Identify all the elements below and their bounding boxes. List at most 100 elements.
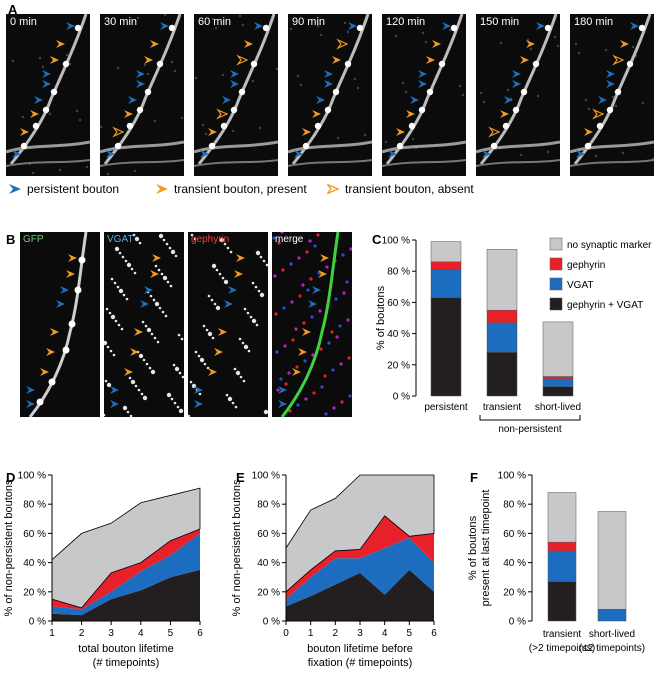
persistent-arrow <box>630 22 639 30</box>
y-tick-label: 100 % <box>498 471 526 482</box>
y-axis-label: present at last timepoint <box>480 490 492 607</box>
transient-present-arrow <box>144 56 153 64</box>
y-tick-label: 60 % <box>257 529 280 540</box>
transient-present-arrow <box>218 328 227 336</box>
transient-present-arrow <box>150 40 159 48</box>
dendrite-image <box>570 14 654 167</box>
transient-present-arrow <box>500 110 509 118</box>
persistent-arrow <box>598 96 607 104</box>
x-tick-label: 1 <box>49 628 55 639</box>
bar-segment <box>430 241 462 263</box>
bar-segment <box>547 550 577 582</box>
bar-segment <box>547 492 577 543</box>
transient-present-arrow <box>208 128 217 136</box>
persistent-arrow <box>230 70 239 78</box>
y-tick-label: 40 % <box>503 558 526 569</box>
persistent-arrow <box>60 286 69 294</box>
persistent-arrow <box>606 70 615 78</box>
y-tick-label: 20 % <box>257 587 280 598</box>
y-tick-label: 20 % <box>503 587 526 598</box>
panel-e-area-chart: 0 % 20 % 40 % 60 % 80 % 100 % 0 1 2 3 4 5 6 bouton li… <box>231 471 437 670</box>
transient-present-arrow <box>30 110 39 118</box>
y-tick-label: 60 % <box>387 298 410 309</box>
persistent-arrow <box>512 70 521 78</box>
legend-label: gephyrin <box>567 260 605 271</box>
transient-present-arrow <box>124 110 133 118</box>
transient-absent-arrow-icon <box>326 183 340 195</box>
y-tick-label: 100 % <box>382 236 410 247</box>
x-tick-label: 6 <box>431 628 437 639</box>
y-tick-label: 20 % <box>387 360 410 371</box>
transient-absent-arrow <box>216 108 229 120</box>
legend-swatch <box>549 297 563 311</box>
timelapse-frame: 60 min <box>194 14 278 176</box>
y-tick-label: 100 % <box>252 471 280 482</box>
persistent-arrow <box>388 150 397 158</box>
timepoint-label: 90 min <box>292 16 326 28</box>
transient-present-arrow <box>292 368 301 376</box>
bar-segment <box>597 511 627 610</box>
transient-present-arrow <box>526 40 535 48</box>
transient-present-arrow <box>50 328 59 336</box>
transient-absent-arrow <box>336 38 349 50</box>
transient-present-arrow <box>236 254 245 262</box>
panel-b-letter: B <box>6 232 16 247</box>
dendrite-image <box>194 14 278 167</box>
timelapse-frame: 0 min <box>6 14 90 176</box>
y-tick-label: 80 % <box>503 500 526 511</box>
transient-present-arrow <box>214 348 223 356</box>
persistent-arrow <box>482 150 491 158</box>
y-tick-label: 40 % <box>257 558 280 569</box>
y-axis-label: % of boutons <box>467 515 479 580</box>
persistent-arrow <box>512 80 521 88</box>
persistent-arrow <box>12 150 21 158</box>
persistent-arrow <box>278 400 287 408</box>
transient-absent-arrow <box>592 108 605 120</box>
legend-persistent-label: persistent bouton <box>27 182 120 196</box>
transient-absent-arrow <box>112 126 125 138</box>
persistent-arrow <box>222 96 231 104</box>
category-label: transient <box>483 402 522 413</box>
stain-image <box>188 233 268 417</box>
dendrite-image <box>100 14 184 176</box>
bar-segment <box>547 581 577 622</box>
transient-present-arrow <box>396 128 405 136</box>
persistent-arrow <box>410 96 419 104</box>
transient-present-arrow <box>152 254 161 262</box>
persistent-arrow <box>136 70 145 78</box>
y-axis-label: % of boutons <box>375 285 387 350</box>
y-tick-label: 60 % <box>23 529 46 540</box>
legend-swatch <box>549 257 563 271</box>
persistent-arrow <box>140 300 149 308</box>
transient-present-arrow <box>124 368 133 376</box>
bar-segment <box>542 376 574 380</box>
y-tick-label: 40 % <box>23 558 46 569</box>
timepoint-label: 60 min <box>198 16 232 28</box>
bar-segment <box>486 352 518 397</box>
x-tick-label: 4 <box>138 628 144 639</box>
area-series-gephyrin <box>286 515 434 600</box>
x-tick-label: 3 <box>357 628 363 639</box>
transient-present-arrow <box>150 270 159 278</box>
x-tick-label: 2 <box>333 628 339 639</box>
category-sublabel: (≤2 timepoints) <box>579 643 645 654</box>
transient-present-arrow <box>56 40 65 48</box>
bar-segment <box>542 386 574 397</box>
persistent-arrow <box>224 300 233 308</box>
x-tick-label: 3 <box>108 628 114 639</box>
group-bracket <box>479 415 581 421</box>
persistent-arrow <box>106 150 115 158</box>
legend-transient-present-label: transient bouton, present <box>174 182 307 196</box>
x-tick-label: 0 <box>283 628 289 639</box>
persistent-arrow <box>230 80 239 88</box>
y-axis-label: % of non-persistent boutons <box>231 479 243 616</box>
panel-c-bar-chart: 0 % 20 % 40 % 60 % 80 % 100 % % of boutons pers… <box>375 236 652 436</box>
transient-present-arrow <box>302 328 311 336</box>
panel-f-letter: F <box>470 470 478 485</box>
y-tick-label: 40 % <box>387 329 410 340</box>
timepoint-label: 30 min <box>104 16 138 28</box>
persistent-arrow <box>26 400 35 408</box>
persistent-arrow <box>110 386 119 394</box>
y-tick-label: 0 % <box>263 617 280 628</box>
transient-present-arrow <box>620 40 629 48</box>
